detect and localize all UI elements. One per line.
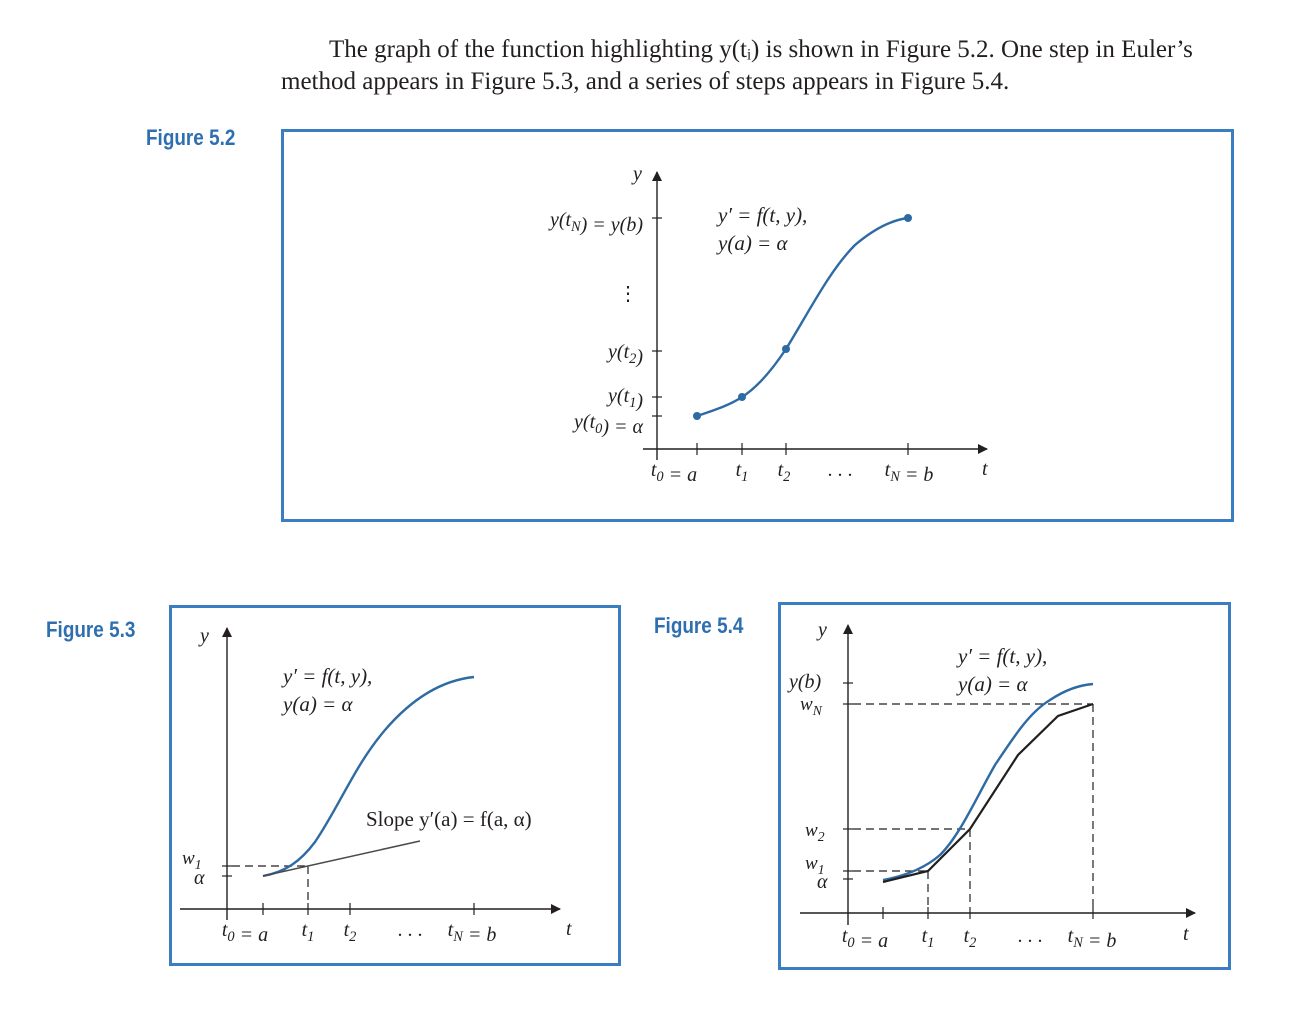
fig54-solution-curve [882,682,1094,882]
figure-5-3-graph: y t y′ = f(t, y), y(a) = α Slope y′(a) =… [180,625,572,946]
fig53-tlabel-dots: . . . [398,919,423,941]
fig52-point-tN [904,214,912,222]
fig52-tlabel-dots: . . . [828,459,853,481]
fig52-solution-curve [696,216,909,418]
fig52-ylabel-yt2: y(t2) [606,341,643,368]
fig52-tlabel-t2: t2 [778,459,791,485]
fig54-tlabel-tN: tN = b [1068,925,1117,952]
fig52-point-t1 [738,393,746,401]
fig54-ylabel-wN: wN [800,694,823,718]
fig53-tlabel-tN: tN = b [448,919,497,946]
fig54-ylabel-alpha: α [817,871,828,893]
fig53-tlabel-t1: t1 [302,919,315,945]
fig53-tangent-line [262,840,421,877]
figure-5-4-label: Figure 5.4 [654,613,744,638]
figure-5-3-label: Figure 5.3 [46,617,136,642]
fig54-tlabel-t2: t2 [964,925,977,951]
fig53-tlabel-t2: t2 [344,919,357,945]
fig52-point-t2 [782,345,790,353]
fig53-solution-curve [262,675,475,878]
fig53-slope-annotation: Slope y′(a) = f(a, α) [366,807,532,831]
fig54-tlabel-t0: t0 = a [842,925,888,952]
fig52-t-axis-label: t [982,458,988,480]
fig53-ylabel-alpha: α [194,867,205,889]
fig52-ylabel-ytN: y(tN) = y(b) [548,209,643,236]
fig52-tlabel-t0: t0 = a [651,459,697,486]
fig52-ylabel-yt0: y(t0) = α [572,411,643,438]
fig54-ode-line2: y(a) = α [956,672,1028,696]
fig53-ode-line2: y(a) = α [281,692,353,716]
figure-5-2-graph: y t y′ = f(t, y), y(a) = α y(tN) = y(b) … [548,163,988,486]
fig52-ode-line1: y′ = f(t, y), [716,203,807,227]
intro-paragraph: The graph of the function highlighting y… [281,34,1241,98]
fig54-tlabel-t1: t1 [922,925,935,951]
fig54-euler-polyline [882,702,1094,884]
fig52-ylabel-yt1: y(t1) [606,385,643,412]
fig52-tlabel-t1: t1 [736,459,749,485]
fig53-tlabel-t0: t0 = a [222,919,268,946]
fig54-y-axis-label: y [816,619,827,641]
fig52-ode-line2: y(a) = α [716,231,788,255]
fig54-ode-line1: y′ = f(t, y), [956,644,1047,668]
figure-5-2-label: Figure 5.2 [146,125,236,150]
fig52-point-t0 [693,412,701,420]
paragraph-line-2: method appears in Figure 5.3, and a seri… [281,68,1010,95]
fig52-y-axis-label: y [631,163,642,185]
fig52-ylabel-vdots: ⋮ [618,283,638,305]
paragraph-line-1: The graph of the function highlighting y… [329,36,1193,63]
fig53-ylabel-w1: w1 [182,848,202,872]
fig53-t-axis-label: t [566,918,572,940]
fig54-t-axis-label: t [1183,923,1189,945]
fig54-ylabel-w2: w2 [805,820,825,844]
figure-5-3-frame [169,605,621,966]
fig54-ylabel-w1: w1 [805,853,825,877]
fig53-ode-line1: y′ = f(t, y), [281,664,372,688]
fig52-tlabel-tN: tN = b [885,459,934,486]
figure-5-2-frame [281,129,1234,522]
figure-5-4-frame [778,602,1231,970]
fig54-tlabel-dots: . . . [1018,925,1043,947]
fig54-ylabel-yb: y(b) [787,671,822,693]
fig53-y-axis-label: y [198,625,209,647]
figure-5-4-graph: y t y′ = f(t, y), y(a) = α y(b) wN w2 w1… [787,619,1196,952]
